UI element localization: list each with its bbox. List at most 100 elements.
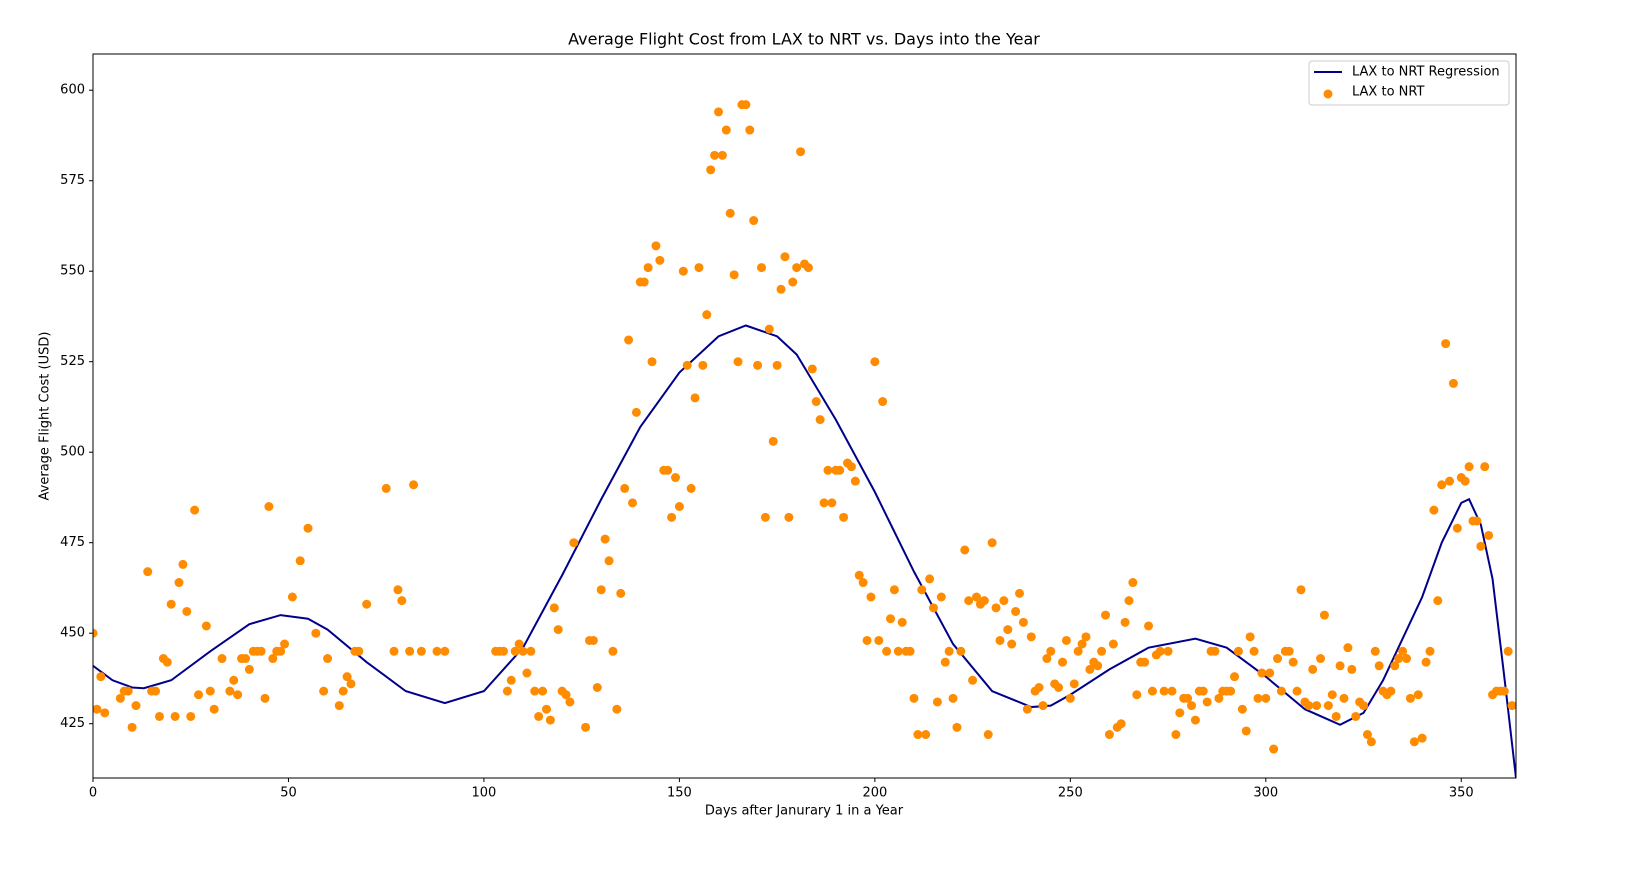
scatter-point <box>1425 646 1435 656</box>
scatter-point <box>846 462 856 472</box>
scatter-point <box>280 639 290 649</box>
plot-frame <box>92 53 1517 779</box>
scatter-point <box>1214 693 1224 703</box>
scatter-point <box>741 100 751 110</box>
scatter-point <box>1339 693 1349 703</box>
scatter-point <box>1069 679 1079 689</box>
scatter-point <box>1175 708 1185 718</box>
scatter-point <box>1081 632 1091 642</box>
scatter-point <box>342 672 352 682</box>
scatter-point <box>1265 668 1275 678</box>
scatter-point <box>1480 462 1490 472</box>
scatter-point <box>1351 711 1361 721</box>
scatter-point <box>1484 530 1494 540</box>
scatter-point <box>151 686 161 696</box>
scatter-point <box>205 686 215 696</box>
scatter-point <box>1370 646 1380 656</box>
scatter-point <box>186 711 196 721</box>
y-tick-label: 600 <box>60 83 85 98</box>
scatter-point <box>569 538 579 548</box>
scatter-point <box>127 722 137 732</box>
scatter-point <box>596 585 606 595</box>
scatter-point <box>616 588 626 598</box>
scatter-point <box>381 483 391 493</box>
x-tick-label: 300 <box>1253 786 1278 801</box>
scatter-point <box>889 585 899 595</box>
scatter-point <box>964 596 974 606</box>
scatter-point <box>608 646 618 656</box>
scatter-point <box>897 617 907 627</box>
scatter-point <box>100 708 110 718</box>
scatter-point <box>893 646 903 656</box>
scatter-point <box>1042 654 1052 664</box>
scatter-point <box>913 730 923 740</box>
scatter-point <box>678 266 688 276</box>
scatter-point <box>870 357 880 367</box>
scatter-point <box>506 675 516 685</box>
scatter-point <box>1417 733 1427 743</box>
scatter-point <box>858 578 868 588</box>
scatter-point <box>702 310 712 320</box>
scatter-point <box>1472 516 1482 526</box>
scatter-point <box>788 277 798 287</box>
scatter-point <box>256 646 266 656</box>
scatter-point <box>1163 646 1173 656</box>
scatter-point <box>983 730 993 740</box>
scatter-point <box>166 599 176 609</box>
scatter-point <box>878 397 888 407</box>
scatter-point <box>194 690 204 700</box>
scatter-point <box>1128 578 1138 588</box>
scatter-point <box>866 592 876 602</box>
scatter-point <box>1257 668 1267 678</box>
scatter-point <box>1241 726 1251 736</box>
scatter-point <box>1276 686 1286 696</box>
x-tick-label: 100 <box>472 786 497 801</box>
scatter-point <box>823 465 833 475</box>
scatter-point <box>784 512 794 522</box>
scatter-point <box>162 657 172 667</box>
scatter-point <box>819 498 829 508</box>
scatter-point <box>1245 632 1255 642</box>
scatter-point <box>1343 643 1353 653</box>
scatter-point <box>1101 610 1111 620</box>
scatter-point <box>1097 646 1107 656</box>
scatter-point <box>760 512 770 522</box>
scatter-point <box>987 538 997 548</box>
scatter-point <box>1187 701 1197 711</box>
x-tick-label: 200 <box>862 786 887 801</box>
scatter-point <box>1441 339 1451 349</box>
scatter-point <box>1085 664 1095 674</box>
scatter-point <box>534 711 544 721</box>
scatter-point <box>123 686 133 696</box>
y-tick-label: 425 <box>60 716 85 731</box>
scatter-point <box>1003 625 1013 635</box>
scatter-point <box>1402 654 1412 664</box>
scatter-point <box>303 523 313 533</box>
scatter-point <box>1366 737 1376 747</box>
scatter-point <box>233 690 243 700</box>
scatter-point <box>796 147 806 157</box>
scatter-point <box>409 480 419 490</box>
scatter-point <box>244 664 254 674</box>
scatter-point <box>545 715 555 725</box>
scatter-point <box>115 693 125 703</box>
scatter-point <box>905 646 915 656</box>
scatter-point <box>323 654 333 664</box>
scatter-point <box>268 654 278 664</box>
scatter-point <box>530 686 540 696</box>
scatter-point <box>346 679 356 689</box>
scatter-point <box>1304 701 1314 711</box>
scatter-point <box>698 360 708 370</box>
scatter-point <box>581 722 591 732</box>
scatter-point <box>502 686 512 696</box>
plot-area <box>93 100 1516 778</box>
scatter-point <box>526 646 536 656</box>
x-tick-label: 150 <box>667 786 692 801</box>
scatter-point <box>1073 646 1083 656</box>
scatter-point <box>706 165 716 175</box>
scatter-point <box>93 628 98 638</box>
scatter-point <box>1437 480 1447 490</box>
legend-marker <box>1323 89 1333 99</box>
scatter-point <box>1362 730 1372 740</box>
scatter-point <box>663 465 673 475</box>
